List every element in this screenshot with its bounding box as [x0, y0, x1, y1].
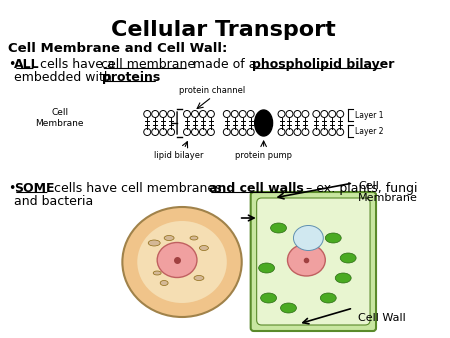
Text: protein pump: protein pump	[235, 151, 292, 160]
Ellipse shape	[255, 110, 273, 136]
Ellipse shape	[122, 207, 242, 317]
Text: Cell Wall: Cell Wall	[358, 313, 406, 323]
Text: Cell
Membrane: Cell Membrane	[358, 181, 418, 202]
Ellipse shape	[194, 275, 204, 281]
Text: – ex: plants, fungi: – ex: plants, fungi	[302, 182, 418, 195]
Text: Cell Membrane and Cell Wall:: Cell Membrane and Cell Wall:	[8, 42, 227, 55]
Text: proteins: proteins	[103, 71, 161, 84]
Ellipse shape	[199, 245, 208, 250]
Ellipse shape	[261, 293, 277, 303]
Text: Cellular Transport: Cellular Transport	[112, 20, 336, 40]
Text: SOME: SOME	[14, 182, 54, 195]
Text: Cell
Membrane: Cell Membrane	[36, 108, 84, 128]
Ellipse shape	[293, 225, 323, 250]
Text: cell membrane: cell membrane	[101, 58, 196, 71]
Text: made of a: made of a	[189, 58, 261, 71]
Ellipse shape	[148, 240, 160, 246]
Text: •: •	[8, 182, 15, 195]
Ellipse shape	[288, 244, 325, 276]
Text: Layer 1: Layer 1	[355, 111, 384, 120]
Text: •: •	[8, 58, 15, 71]
Text: cells have cell membranes: cells have cell membranes	[50, 182, 225, 195]
Text: and bacteria: and bacteria	[14, 195, 93, 208]
Ellipse shape	[335, 273, 351, 283]
Ellipse shape	[280, 303, 297, 313]
Text: embedded with: embedded with	[14, 71, 116, 84]
Text: cells have a: cells have a	[36, 58, 118, 71]
Ellipse shape	[137, 221, 227, 303]
Ellipse shape	[160, 281, 168, 286]
Text: Layer 2: Layer 2	[355, 126, 384, 136]
Ellipse shape	[270, 223, 287, 233]
Ellipse shape	[153, 271, 161, 275]
FancyBboxPatch shape	[251, 192, 376, 331]
Text: lipid bilayer: lipid bilayer	[154, 151, 204, 160]
Text: and cell walls: and cell walls	[209, 182, 304, 195]
Text: ALL: ALL	[14, 58, 40, 71]
Ellipse shape	[164, 236, 174, 241]
Ellipse shape	[259, 263, 274, 273]
Ellipse shape	[325, 233, 341, 243]
Ellipse shape	[320, 293, 336, 303]
FancyBboxPatch shape	[256, 198, 370, 325]
Ellipse shape	[190, 236, 198, 240]
Text: protein channel: protein channel	[179, 86, 245, 95]
Ellipse shape	[340, 253, 356, 263]
Ellipse shape	[157, 242, 197, 277]
Text: phospholipid bilayer: phospholipid bilayer	[252, 58, 394, 71]
